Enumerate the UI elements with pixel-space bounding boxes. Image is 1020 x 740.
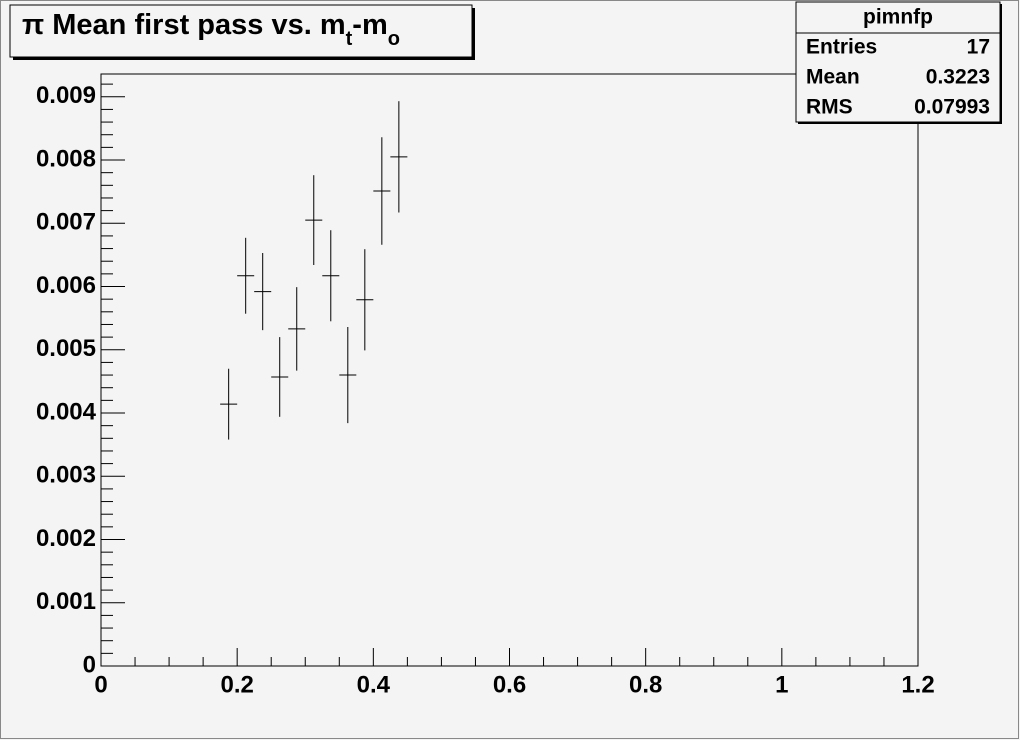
data-point: [305, 175, 323, 266]
data-point: [390, 101, 408, 213]
data-point: [237, 237, 255, 314]
chart-title: π Mean first pass vs. mt-mo: [22, 9, 400, 51]
y-tick-label: 0: [83, 651, 96, 678]
plot-frame: [100, 73, 919, 667]
y-tick-label: 0.009: [36, 82, 96, 109]
x-tick-label: 1.2: [901, 671, 934, 698]
title-text: π Mean first pass vs. m: [22, 9, 346, 41]
y-tick-label: 0.006: [36, 272, 96, 299]
stats-label: RMS: [806, 96, 853, 119]
y-tick-label: 0.008: [36, 145, 96, 172]
stats-name: pimnfp: [863, 6, 933, 29]
y-tick-label: 0.005: [36, 335, 96, 362]
data-point: [288, 287, 306, 371]
stats-frame: [795, 1, 1001, 123]
y-tick-label: 0.001: [36, 588, 96, 615]
y-tick-label: 0.004: [36, 398, 97, 425]
title-frame: [9, 4, 473, 58]
data-point: [356, 249, 374, 351]
title-text: -m: [352, 9, 387, 41]
y-tick-label: 0.007: [36, 209, 96, 236]
data-point: [220, 368, 238, 440]
x-tick-label: 0.2: [220, 671, 253, 698]
title-subscript: t: [346, 28, 353, 50]
data-point: [373, 137, 391, 245]
y-tick-label: 0.002: [36, 525, 96, 552]
x-tick-label: 0.8: [629, 671, 662, 698]
data-point: [322, 230, 340, 322]
x-tick-label: 0: [94, 671, 107, 698]
stats-label: Mean: [806, 66, 860, 89]
data-point: [254, 252, 272, 331]
data-point: [271, 337, 289, 417]
x-tick-label: 0.4: [357, 671, 391, 698]
stats-value: 17: [967, 36, 990, 59]
title-subscript: o: [388, 28, 400, 50]
title-box: π Mean first pass vs. mt-mo: [9, 4, 475, 60]
stats-value: 0.3223: [926, 66, 990, 89]
y-tick-label: 0.003: [36, 462, 96, 489]
stats-box: pimnfp: [795, 1, 1002, 124]
x-tick-label: 1: [775, 671, 788, 698]
stats-value: 0.07993: [914, 96, 990, 119]
stats-label: Entries: [806, 36, 877, 59]
data-point: [339, 326, 357, 424]
x-tick-label: 0.6: [493, 671, 526, 698]
